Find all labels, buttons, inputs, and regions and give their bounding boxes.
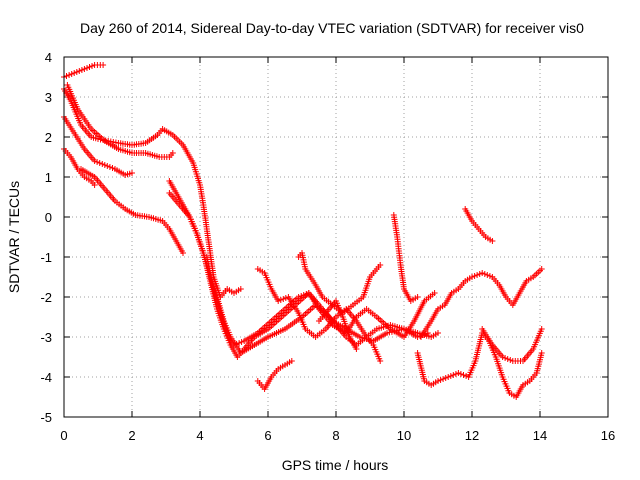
plot-border bbox=[63, 56, 609, 418]
series-markers bbox=[418, 266, 545, 340]
x-tick-label: 14 bbox=[533, 428, 547, 443]
y-tick-label: 3 bbox=[45, 90, 52, 105]
series-arc-l bbox=[254, 358, 295, 392]
y-tick-label: 1 bbox=[45, 170, 52, 185]
chart-title: Day 260 of 2014, Sidereal Day-to-day VTE… bbox=[80, 20, 584, 36]
y-tick-label: -3 bbox=[40, 330, 52, 345]
series-markers bbox=[479, 326, 545, 364]
series-arc-f bbox=[78, 166, 186, 256]
y-tick-label: -4 bbox=[40, 370, 52, 385]
x-tick-label: 2 bbox=[128, 428, 135, 443]
series-arc-j bbox=[254, 266, 384, 364]
series-arc-r bbox=[316, 298, 360, 352]
x-tick-label: 12 bbox=[465, 428, 479, 443]
y-tick-label: 4 bbox=[45, 50, 52, 65]
series-markers bbox=[78, 166, 186, 256]
series-markers bbox=[254, 266, 384, 364]
series-arc-m bbox=[390, 212, 421, 304]
series-arc-o bbox=[418, 266, 545, 340]
y-tick-label: -1 bbox=[40, 250, 52, 265]
series-markers bbox=[462, 206, 496, 244]
x-axis-label: GPS time / hours bbox=[282, 457, 389, 473]
series-arc-q bbox=[479, 326, 545, 364]
y-tick-label: -2 bbox=[40, 290, 52, 305]
series-markers bbox=[254, 358, 295, 392]
x-tick-label: 0 bbox=[60, 428, 67, 443]
series-markers bbox=[390, 212, 421, 304]
y-tick-label: 2 bbox=[45, 130, 52, 145]
y-tick-label: 0 bbox=[45, 210, 52, 225]
x-tick-label: 6 bbox=[264, 428, 271, 443]
data-points bbox=[61, 62, 545, 400]
x-tick-label: 10 bbox=[397, 428, 411, 443]
series-arc-d bbox=[64, 82, 176, 160]
y-tick-label: -5 bbox=[40, 410, 52, 425]
series-arc-p bbox=[462, 206, 496, 244]
x-tick-label: 8 bbox=[332, 428, 339, 443]
x-tick-label: 16 bbox=[601, 428, 615, 443]
x-tick-label: 4 bbox=[196, 428, 203, 443]
grid-lines bbox=[64, 57, 608, 417]
x-tick-labels: 0 2 4 6 8 10 12 14 16 bbox=[60, 428, 615, 443]
y-axis-label: SDTVAR / TECUs bbox=[6, 181, 22, 293]
y-tick-labels: -5 -4 -3 -2 -1 0 1 2 3 4 bbox=[40, 50, 52, 425]
series-markers bbox=[64, 82, 176, 160]
series-markers bbox=[316, 298, 360, 352]
